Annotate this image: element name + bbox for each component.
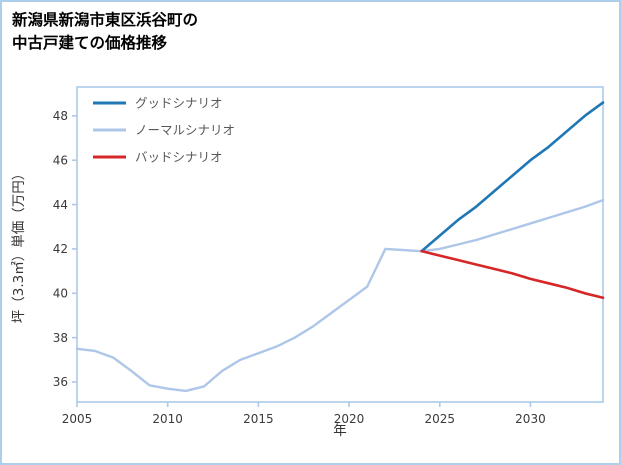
y-tick-label: 46 — [53, 153, 68, 167]
y-tick-label: 48 — [53, 109, 68, 123]
legend-item-2: バッドシナリオ — [93, 150, 223, 165]
x-axis-label: 年 — [333, 423, 347, 439]
y-tick-label: 38 — [53, 331, 68, 345]
x-tick-label: 2010 — [152, 412, 183, 426]
y-tick-label: 36 — [53, 375, 68, 389]
legend-label: バッドシナリオ — [135, 150, 223, 165]
axes-layer: 2005 2010 2015 2020 2025 2030 36 38 40 42 44 46 48 — [53, 86, 604, 426]
chart-title-line1: 新潟県新潟市東区浜谷町の — [12, 11, 199, 29]
y-tick-label: 44 — [53, 198, 68, 212]
legend-label: ノーマルシナリオ — [135, 123, 235, 138]
chart-title: 新潟県新潟市東区浜谷町の 中古戸建ての価格推移 — [12, 9, 198, 56]
chart-title-line2: 中古戸建ての価格推移 — [12, 34, 168, 53]
series-line-1 — [75, 198, 605, 393]
y-tick-label: 40 — [53, 287, 68, 301]
series-line-2 — [420, 249, 605, 300]
x-tick-label: 2020 — [334, 412, 365, 426]
plot-border — [76, 86, 604, 403]
x-tick-label: 2015 — [243, 412, 274, 426]
y-axis-label: 坪（3.3㎡）単価（万円） — [11, 167, 27, 323]
y-tick-label: 42 — [53, 242, 68, 256]
x-tick-label: 2030 — [515, 412, 546, 426]
series-line-0 — [420, 101, 605, 253]
x-tick-label: 2025 — [424, 412, 455, 426]
legend-item-1: ノーマルシナリオ — [93, 123, 235, 138]
series-layer — [75, 101, 605, 393]
legend-label: グッドシナリオ — [135, 96, 223, 111]
x-tick-label: 2005 — [62, 412, 93, 426]
legend-item-0: グッドシナリオ — [93, 96, 223, 111]
